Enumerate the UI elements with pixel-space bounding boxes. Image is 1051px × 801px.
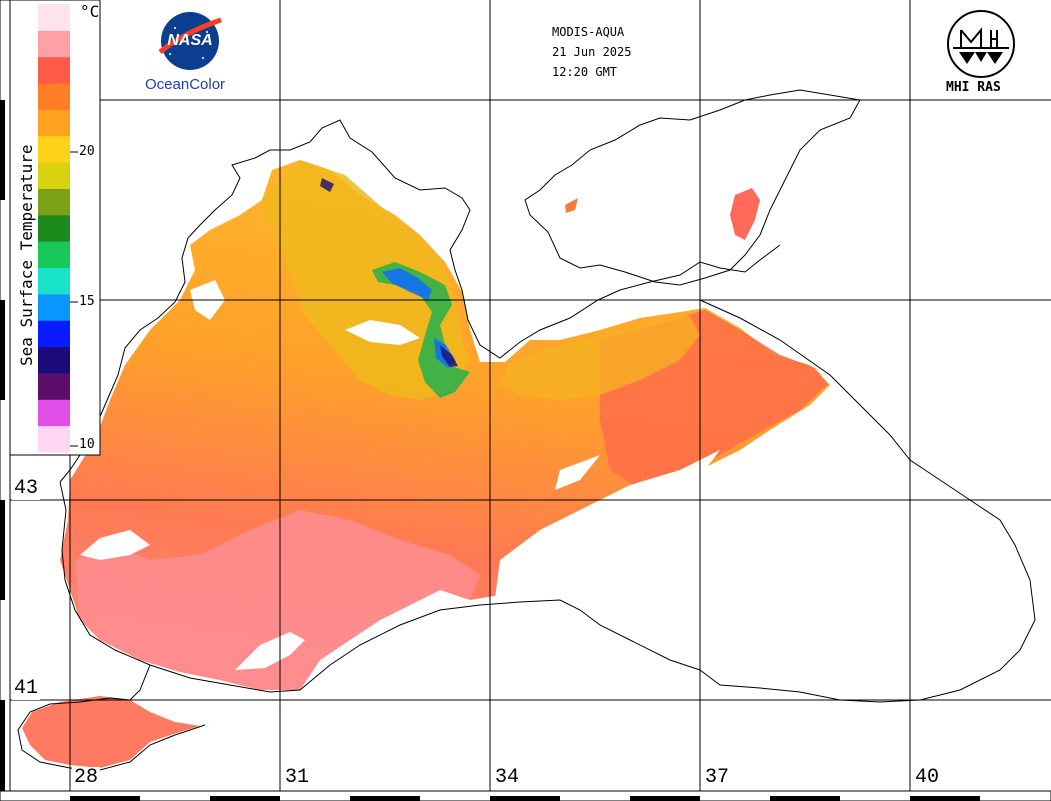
- sensor-name: MODIS-AQUA: [552, 25, 625, 39]
- shelf-warm-yellow: [262, 160, 470, 400]
- cloud-gap-4: [345, 320, 420, 345]
- colorbar-swatch: [38, 135, 70, 163]
- lon-label-28: 28: [72, 766, 101, 789]
- colorbar-unit: °C: [80, 2, 100, 21]
- cloud-gap-5: [555, 455, 700, 590]
- coast-crimea: [449, 209, 781, 359]
- nasa-wordmark: NASA: [167, 32, 213, 49]
- cloud-gap-2: [235, 632, 305, 670]
- acquisition-time: 12:20 GMT: [552, 65, 618, 79]
- colorbar-swatch: [38, 214, 70, 242]
- colorbar-swatch: [38, 56, 70, 84]
- colorbar-swatch: [38, 399, 70, 427]
- lon-label-34: 34: [493, 766, 522, 789]
- lat-label-41: 41: [12, 677, 41, 700]
- colorbar-swatch: [38, 372, 70, 400]
- nasa-logo: NASA: [155, 10, 225, 72]
- azov-patch: [730, 188, 760, 240]
- colorbar-swatch: [38, 267, 70, 295]
- colorbar-title: Sea Surface Temperature: [17, 144, 36, 366]
- lat-label-43: 43: [12, 477, 41, 500]
- coast-bosporus: [17, 664, 206, 771]
- colorbar-swatch: [38, 188, 70, 216]
- cloud-gap-1: [495, 450, 720, 598]
- colorbar-swatch: [38, 320, 70, 348]
- marmara-field: [22, 696, 200, 768]
- coast-east: [699, 299, 1036, 703]
- sea-south-pink: [75, 510, 480, 690]
- coastlines: [17, 89, 1036, 771]
- colorbar-swatch: [38, 346, 70, 374]
- colorbar-swatch: [38, 30, 70, 58]
- colorbar: [38, 4, 70, 453]
- cloud-gap-3: [80, 530, 150, 560]
- coast-north-west: [59, 119, 471, 483]
- colorbar-tick-10: 10: [79, 437, 95, 452]
- azov-patch-small: [565, 198, 578, 213]
- oceancolor-label: OceanColor: [145, 76, 226, 93]
- coast-south: [59, 481, 701, 693]
- colorbar-swatch: [38, 162, 70, 189]
- cold-core: [382, 268, 456, 368]
- colorbar-tick-15: 15: [79, 294, 95, 309]
- acquisition-date: 21 Jun 2025: [552, 45, 632, 59]
- lon-label-37: 37: [703, 766, 732, 789]
- colorbar-swatch: [38, 109, 70, 137]
- lon-label-31: 31: [283, 766, 312, 789]
- mhi-logo: [945, 8, 1017, 80]
- colorbar-ticks: [70, 151, 78, 447]
- mhi-label: MHI RAS: [946, 80, 1001, 95]
- colorbar-swatch: [38, 4, 70, 31]
- colorbar-swatch: [38, 83, 70, 110]
- sst-field: [22, 160, 830, 768]
- colorbar-swatch: [38, 425, 70, 453]
- lon-label-40: 40: [913, 766, 942, 789]
- coast-azov: [524, 89, 861, 286]
- colorbar-swatch: [38, 293, 70, 321]
- sea-east-yellow: [500, 316, 700, 400]
- colorbar-tick-20: 20: [79, 144, 95, 159]
- colorbar-swatch: [38, 241, 70, 269]
